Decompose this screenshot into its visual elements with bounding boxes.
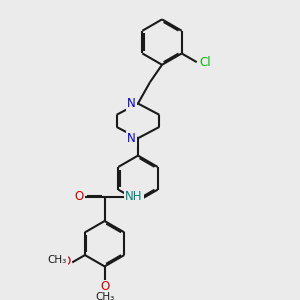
Text: N: N (127, 132, 136, 145)
Text: O: O (74, 190, 83, 203)
Text: N: N (127, 97, 136, 110)
Text: CH₃: CH₃ (48, 255, 67, 265)
Text: O: O (100, 280, 109, 293)
Text: O: O (62, 255, 71, 268)
Text: CH₃: CH₃ (95, 292, 114, 300)
Text: Cl: Cl (200, 56, 211, 69)
Text: NH: NH (125, 190, 143, 203)
